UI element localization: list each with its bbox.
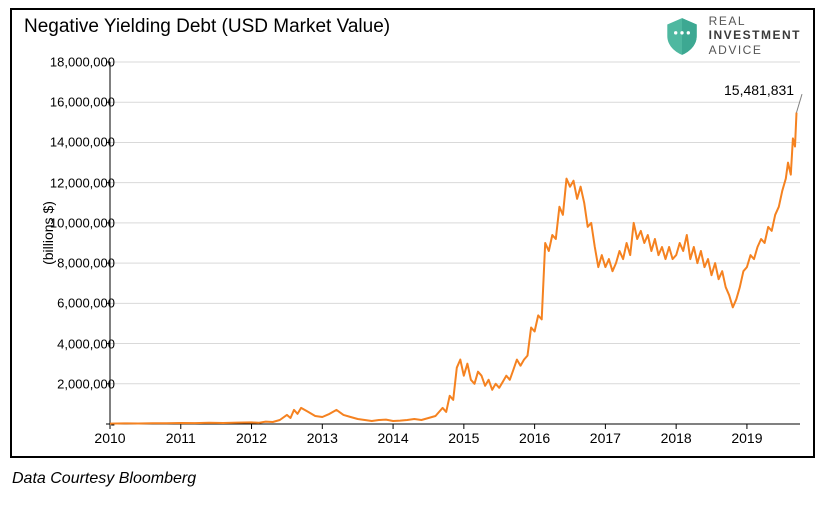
shield-icon <box>661 15 703 57</box>
y-tick-label: 12,000,000 <box>50 175 115 190</box>
brand-logo: REAL INVESTMENT ADVICE <box>661 14 801 57</box>
y-tick-label: 2,000,000 <box>57 376 115 391</box>
x-tick-label: 2013 <box>307 430 338 446</box>
y-tick-label: 10,000,000 <box>50 215 115 230</box>
chart-title: Negative Yielding Debt (USD Market Value… <box>24 16 390 38</box>
brand-line-2: INVESTMENT <box>709 28 801 42</box>
y-tick-label: 8,000,000 <box>57 256 115 271</box>
y-tick-label: 4,000,000 <box>57 336 115 351</box>
x-tick-label: 2017 <box>590 430 621 446</box>
brand-line-1: REAL <box>709 14 801 28</box>
x-tick-label: 2018 <box>661 430 692 446</box>
y-tick-label: 14,000,000 <box>50 135 115 150</box>
x-tick-label: 2016 <box>519 430 550 446</box>
callout-value: 15,481,831 <box>724 82 794 98</box>
x-tick-label: 2019 <box>731 430 762 446</box>
y-tick-label: 6,000,000 <box>57 296 115 311</box>
source-note: Data Courtesy Bloomberg <box>12 470 196 488</box>
y-tick-label: 16,000,000 <box>50 95 115 110</box>
x-tick-label: 2015 <box>448 430 479 446</box>
brand-line-3: ADVICE <box>709 43 801 57</box>
x-tick-label: 2011 <box>166 430 196 446</box>
x-tick-label: 2014 <box>377 430 408 446</box>
x-tick-label: 2012 <box>236 430 267 446</box>
plot-area <box>110 62 800 424</box>
x-tick-label: 2010 <box>94 430 125 446</box>
chart-frame: Negative Yielding Debt (USD Market Value… <box>10 8 815 458</box>
brand-text: REAL INVESTMENT ADVICE <box>709 14 801 57</box>
y-axis-label: (billions $) <box>40 201 56 265</box>
y-tick-label: 18,000,000 <box>50 55 115 70</box>
